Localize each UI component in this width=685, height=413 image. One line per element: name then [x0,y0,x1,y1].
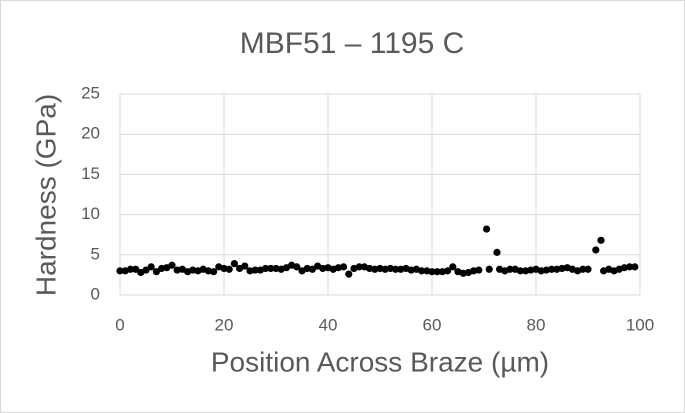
x-tick-label: 40 [319,315,338,334]
x-tick-label: 20 [215,315,234,334]
point [225,265,233,273]
point [142,266,150,274]
x-tick-label: 60 [423,315,442,334]
point [493,248,501,256]
y-axis-title: Hardness (GPa) [30,94,61,296]
x-tick-label: 100 [626,315,654,334]
point [168,261,176,269]
point [116,267,124,275]
point [516,267,525,275]
y-tick-label: 5 [91,244,100,263]
chart-title: MBF51 – 1195 C [240,27,465,60]
point [631,263,639,271]
point [355,263,363,271]
point [506,265,514,273]
point [345,270,353,278]
point [251,266,259,274]
y-tick-label: 25 [81,83,100,102]
point [626,263,634,271]
point [584,265,592,273]
point [241,262,249,270]
point [579,265,587,273]
points [116,225,639,278]
point [433,268,441,276]
grid [119,93,641,296]
point [126,265,134,273]
point [262,264,270,273]
point [392,265,400,273]
y-tick-label: 15 [81,164,100,183]
point [428,268,436,276]
x-tick-label: 0 [115,315,124,334]
point [592,246,600,254]
point [340,263,348,271]
point [485,265,493,273]
point [444,267,452,275]
point [132,265,140,273]
point [147,263,155,271]
point [475,266,483,274]
point [267,264,275,273]
point [293,263,301,271]
x-tick-label: 80 [527,315,546,334]
point [210,268,218,276]
y-tick-label: 10 [81,204,100,223]
y-tick-label: 20 [81,124,100,143]
point [548,265,556,273]
x-axis-title: Position Across Braze (µm) [211,346,549,377]
y-tick-label: 0 [91,284,100,303]
point [483,225,491,233]
point [308,265,316,273]
point [449,263,457,271]
point [152,268,160,276]
point [230,260,238,268]
point [418,267,426,275]
point [597,236,605,244]
